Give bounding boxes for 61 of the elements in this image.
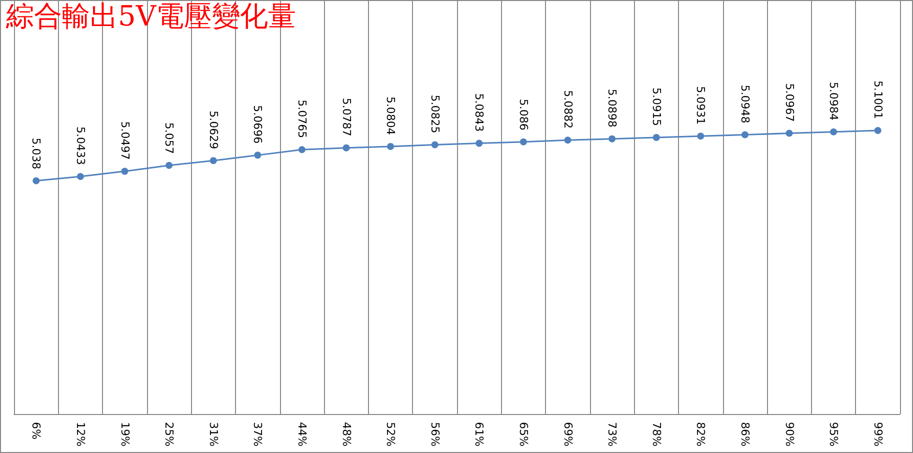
data-label: 5.057: [162, 122, 176, 154]
x-tick-label: 48%: [340, 422, 353, 446]
point: [431, 141, 438, 148]
point: [697, 132, 704, 140]
data-label: 5.0915: [650, 87, 663, 126]
point: [874, 126, 882, 134]
x-tick-label: 65%: [516, 422, 530, 446]
chart-title: 綜合輸出5V電壓變化量: [5, 0, 296, 32]
point: [254, 152, 262, 159]
data-label: 5.0433: [74, 126, 87, 165]
x-tick-label: 95%: [827, 422, 840, 446]
x-tick-label: 86%: [738, 422, 752, 446]
point: [741, 131, 748, 138]
x-tick-label: 73%: [606, 422, 619, 446]
data-label: 5.038: [30, 138, 43, 170]
x-tick-label: 37%: [251, 422, 264, 446]
data-label: 5.0898: [606, 88, 619, 128]
point: [564, 136, 572, 144]
x-tick-label: 61%: [472, 422, 486, 446]
data-label: 5.1001: [871, 80, 884, 119]
point: [298, 146, 306, 154]
point: [520, 138, 527, 146]
data-label: 5.0967: [782, 83, 796, 122]
data-label: 5.0825: [428, 94, 442, 134]
point: [76, 172, 84, 180]
point: [121, 168, 128, 175]
x-tick-label: 44%: [295, 422, 308, 446]
point: [652, 134, 660, 141]
data-label: 5.0882: [561, 90, 574, 129]
point: [342, 144, 350, 152]
data-label: 5.0843: [472, 93, 486, 132]
point: [830, 128, 838, 136]
data-label: 5.0804: [384, 96, 398, 135]
data-label: 5.0787: [340, 98, 353, 136]
data-label: 5.0984: [827, 82, 840, 120]
x-tick-label: 6%: [30, 422, 43, 440]
x-tick-label: 82%: [694, 422, 708, 446]
point: [166, 162, 173, 169]
point: [786, 130, 793, 137]
point: [476, 140, 483, 147]
point: [32, 177, 40, 184]
data-label: 5.0497: [118, 121, 132, 160]
x-tick-label: 99%: [871, 422, 884, 446]
x-tick-label: 12%: [74, 422, 87, 446]
data-label: 5.0696: [251, 105, 264, 144]
data-label: 5.086: [516, 98, 530, 130]
data-label: 5.0948: [738, 84, 752, 124]
x-tick-label: 52%: [384, 422, 398, 446]
point: [210, 157, 217, 164]
point: [387, 142, 394, 150]
x-tick-label: 90%: [782, 422, 796, 446]
data-label: 5.0765: [295, 100, 308, 138]
data-label: 5.0629: [206, 110, 220, 150]
x-tick-label: 31%: [206, 422, 220, 446]
data-label: 5.0931: [694, 86, 708, 125]
x-tick-label: 78%: [650, 422, 663, 446]
point: [608, 135, 616, 142]
x-tick-label: 25%: [162, 422, 176, 446]
x-tick-label: 69%: [561, 422, 574, 446]
x-tick-label: 19%: [118, 422, 132, 446]
x-tick-label: 56%: [428, 422, 442, 446]
